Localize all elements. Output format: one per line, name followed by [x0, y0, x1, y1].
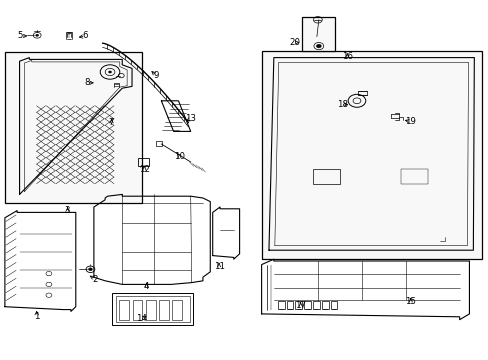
- Bar: [304, 301, 310, 309]
- Bar: [295, 301, 302, 309]
- Bar: [159, 300, 168, 320]
- Bar: [277, 301, 284, 309]
- Text: 14: 14: [136, 314, 147, 323]
- Circle shape: [108, 71, 111, 73]
- Text: 5: 5: [18, 31, 23, 40]
- Text: 16: 16: [341, 52, 352, 61]
- Bar: [312, 301, 319, 309]
- Bar: [312, 169, 339, 184]
- Text: 12: 12: [139, 165, 149, 174]
- Bar: [302, 17, 335, 51]
- Bar: [286, 301, 293, 309]
- Bar: [172, 300, 182, 320]
- Text: 9: 9: [154, 71, 159, 80]
- Circle shape: [36, 34, 39, 36]
- Bar: [145, 300, 155, 320]
- Bar: [321, 301, 328, 309]
- Text: 13: 13: [185, 114, 196, 123]
- Text: 6: 6: [82, 31, 88, 40]
- Text: 20: 20: [289, 38, 300, 47]
- Circle shape: [316, 44, 321, 48]
- Text: 2: 2: [92, 274, 98, 284]
- Text: 10: 10: [174, 152, 185, 161]
- Bar: [400, 169, 427, 184]
- Bar: [5, 52, 142, 203]
- Text: 11: 11: [213, 262, 224, 271]
- Text: 15: 15: [405, 297, 415, 306]
- Bar: [116, 296, 189, 322]
- Bar: [155, 141, 162, 146]
- Bar: [357, 91, 366, 95]
- Text: 19: 19: [405, 117, 415, 126]
- Text: 1: 1: [34, 312, 40, 321]
- Bar: [112, 293, 193, 325]
- Text: 17: 17: [295, 301, 305, 310]
- Bar: [330, 301, 337, 309]
- Text: 8: 8: [84, 78, 90, 87]
- Text: 4: 4: [143, 282, 149, 291]
- Text: 7: 7: [108, 118, 114, 127]
- Bar: [261, 51, 481, 259]
- Text: 3: 3: [64, 206, 70, 215]
- Circle shape: [88, 268, 92, 271]
- Text: 18: 18: [336, 100, 347, 109]
- Bar: [132, 300, 142, 320]
- Bar: [138, 158, 149, 166]
- Bar: [119, 300, 129, 320]
